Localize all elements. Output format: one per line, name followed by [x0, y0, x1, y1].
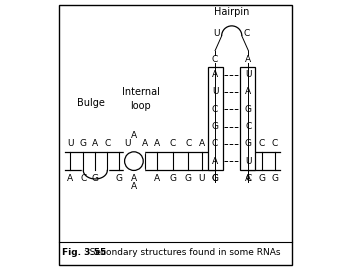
Text: U: U	[245, 157, 252, 166]
Text: loop: loop	[130, 101, 151, 111]
Text: U: U	[198, 174, 205, 183]
Text: G: G	[245, 105, 252, 114]
Text: A: A	[212, 70, 218, 79]
Text: A: A	[154, 174, 160, 183]
Text: C: C	[245, 122, 251, 131]
Text: Fig. 3.55: Fig. 3.55	[62, 249, 106, 257]
Text: A: A	[142, 139, 148, 148]
Text: A: A	[92, 139, 98, 148]
Text: A: A	[67, 174, 73, 183]
Text: A: A	[199, 139, 205, 148]
Text: A: A	[154, 139, 160, 148]
Text: G: G	[169, 174, 176, 183]
Bar	[240, 67, 255, 171]
Text: A: A	[245, 55, 251, 64]
Text: U: U	[67, 139, 73, 148]
Text: C: C	[212, 139, 218, 148]
Text: G: G	[185, 174, 192, 183]
Text: A: A	[131, 174, 137, 183]
Text: C: C	[212, 174, 218, 183]
Text: U: U	[245, 70, 252, 79]
Text: Internal: Internal	[122, 87, 160, 97]
Text: G: G	[116, 174, 123, 183]
Bar	[209, 67, 223, 171]
Text: Bulge: Bulge	[77, 98, 105, 108]
Text: U: U	[124, 139, 131, 148]
Text: C: C	[245, 174, 251, 183]
Text: A: A	[131, 131, 137, 140]
Text: Hairpin: Hairpin	[214, 7, 250, 17]
Text: G: G	[258, 174, 265, 183]
Text: C: C	[169, 139, 176, 148]
Text: A: A	[212, 157, 218, 166]
Text: C: C	[212, 105, 218, 114]
Text: U: U	[212, 87, 219, 96]
Text: C: C	[104, 139, 110, 148]
Text: : Secondary structures found in some RNAs: : Secondary structures found in some RNA…	[81, 249, 281, 257]
Text: G: G	[211, 174, 219, 183]
Text: A: A	[131, 182, 137, 192]
Text: G: G	[80, 139, 87, 148]
Text: A: A	[245, 87, 251, 96]
Text: C: C	[212, 55, 218, 64]
Text: A: A	[245, 174, 251, 183]
Text: C: C	[185, 139, 192, 148]
Text: C: C	[272, 139, 278, 148]
Text: C: C	[258, 139, 265, 148]
Text: G: G	[211, 122, 219, 131]
Text: C: C	[80, 174, 86, 183]
Text: G: G	[92, 174, 99, 183]
Text: U: U	[213, 29, 220, 38]
Text: G: G	[271, 174, 279, 183]
Text: G: G	[245, 139, 252, 148]
Text: C: C	[244, 29, 250, 38]
